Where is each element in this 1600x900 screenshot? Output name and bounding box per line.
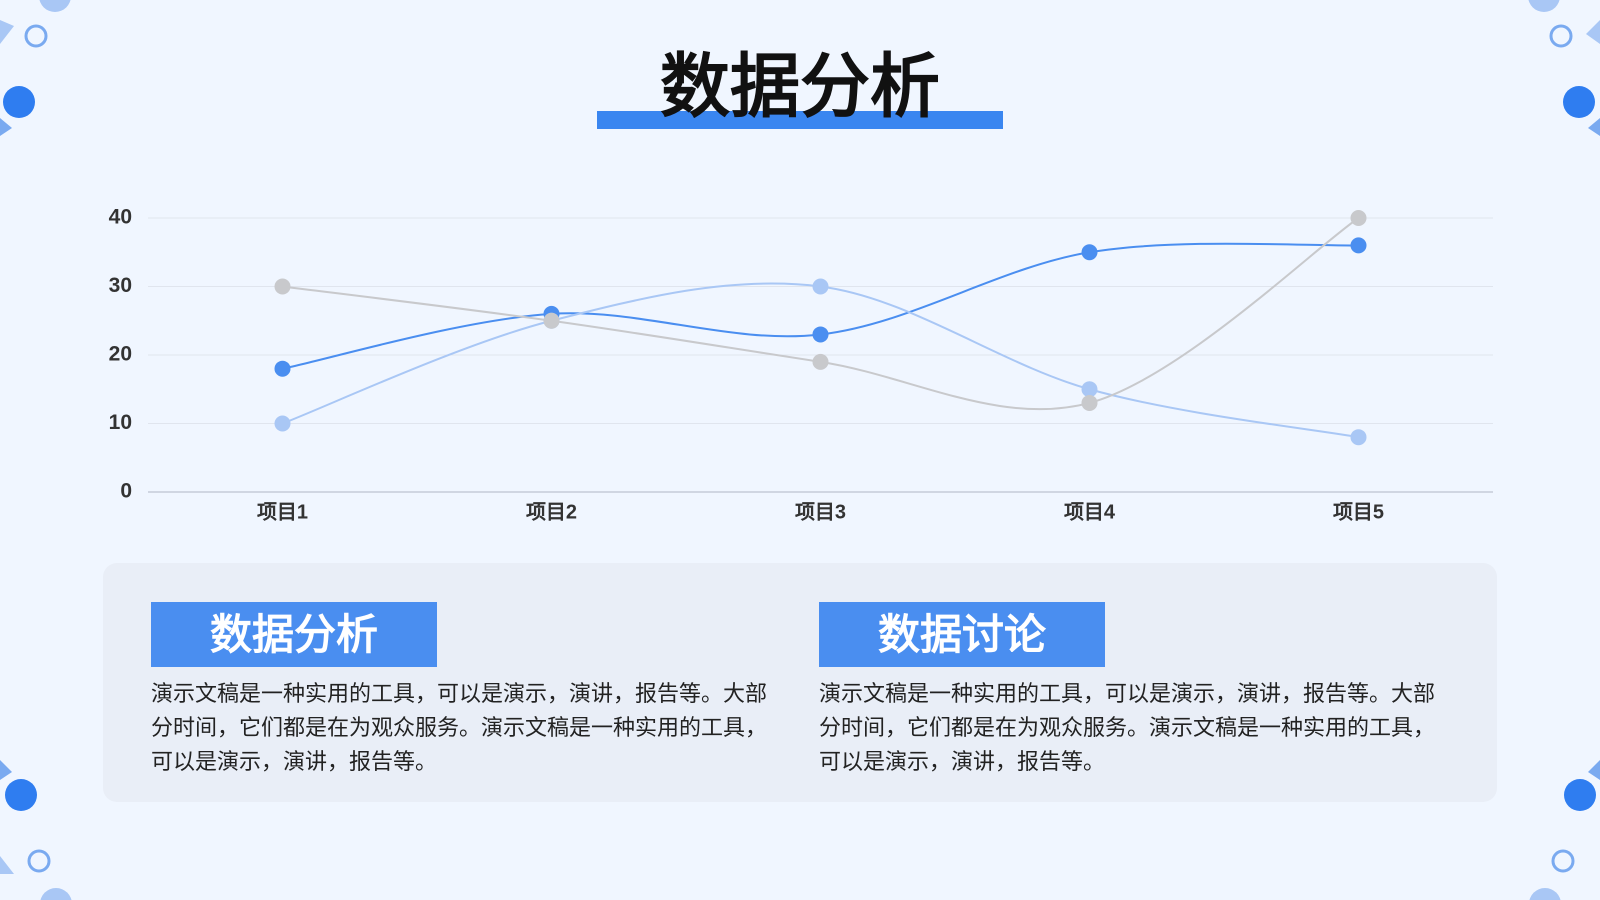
data-point (1081, 394, 1098, 411)
y-tick-label: 10 (109, 411, 132, 434)
data-point (812, 278, 829, 295)
slide-title: 数据分析 (660, 47, 940, 125)
x-tick-label: 项目4 (1064, 500, 1116, 523)
panel-text: 演示文稿是一种实用的工具，可以是演示，演讲，报告等。大部分时间，它们都是在为观众… (819, 681, 1436, 774)
x-tick-label: 项目2 (526, 500, 577, 523)
x-tick-label: 项目5 (1333, 500, 1384, 523)
panel-title: 数据讨论 (819, 602, 1105, 667)
data-point (1350, 210, 1367, 226)
chart: 数据分析 0 10 20 30 40 项目1 项目2 项目3 项目4 项目5 (109, 47, 1493, 523)
data-point (1081, 244, 1098, 261)
y-tick-label: 20 (109, 343, 132, 366)
data-point (543, 312, 560, 329)
x-tick-label: 项目3 (795, 500, 846, 523)
y-tick-label: 0 (120, 480, 132, 503)
data-point (812, 326, 829, 343)
data-point (1081, 381, 1098, 398)
series-line (282, 217, 1360, 411)
panel-text: 演示文稿是一种实用的工具，可以是演示，演讲，报告等。大部分时间，它们都是在为观众… (151, 681, 768, 774)
data-point (274, 415, 291, 432)
data-point (274, 360, 291, 377)
title-underline (597, 111, 1003, 129)
x-tick-label: 项目1 (257, 500, 308, 523)
data-point (1350, 237, 1367, 254)
y-tick-label: 40 (109, 206, 132, 229)
panel-title: 数据分析 (151, 602, 437, 667)
y-tick-label: 30 (109, 274, 132, 297)
data-point (812, 353, 829, 370)
data-point (1350, 429, 1367, 446)
data-point (274, 278, 291, 295)
